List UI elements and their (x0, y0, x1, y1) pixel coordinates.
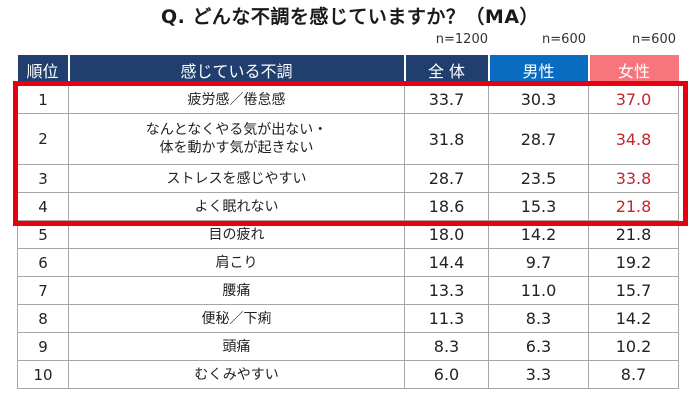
male-cell: 23.5 (488, 164, 589, 193)
female-cell: 21.8 (588, 220, 679, 249)
rank-cell: 10 (17, 360, 69, 389)
total-cell: 11.3 (404, 304, 489, 333)
male-cell: 11.0 (488, 276, 589, 305)
male-cell: 15.3 (488, 192, 589, 221)
symptom-cell: 頭痛 (68, 332, 405, 361)
total-cell: 33.7 (404, 85, 489, 114)
male-cell: 3.3 (488, 360, 589, 389)
symptom-cell: 腰痛 (68, 276, 405, 305)
total-cell: 28.7 (404, 164, 489, 193)
table-row: 7 腰痛 13.3 11.0 15.7 (17, 276, 679, 305)
results-table: 順位 感じている不調 全 体 男性 女性 1 疲労感／倦怠感 33.7 30.3… (17, 55, 679, 389)
rank-cell: 5 (17, 220, 69, 249)
table-row: 4 よく眠れない 18.6 15.3 21.8 (17, 192, 679, 221)
table-row: 9 頭痛 8.3 6.3 10.2 (17, 332, 679, 361)
symptom-cell: 疲労感／倦怠感 (68, 85, 405, 114)
female-cell: 21.8 (588, 192, 679, 221)
male-cell: 8.3 (488, 304, 589, 333)
table-row: 6 肩こり 14.4 9.7 19.2 (17, 248, 679, 277)
total-cell: 8.3 (404, 332, 489, 361)
n-male: n=600 (542, 32, 586, 47)
n-total: n=1200 (435, 32, 488, 47)
symptom-line-1: なんとなくやる気が出ない・ (145, 122, 328, 138)
total-cell: 31.8 (404, 113, 489, 165)
header-rank: 順位 (17, 55, 70, 86)
female-cell: 19.2 (588, 248, 679, 277)
rank-cell: 8 (17, 304, 69, 333)
header-male: 男性 (488, 55, 590, 86)
female-cell: 37.0 (588, 85, 679, 114)
male-cell: 6.3 (488, 332, 589, 361)
symptom-cell: 目の疲れ (68, 220, 405, 249)
female-cell: 14.2 (588, 304, 679, 333)
male-cell: 14.2 (488, 220, 589, 249)
symptom-cell: 便秘／下痢 (68, 304, 405, 333)
rank-cell: 3 (17, 164, 69, 193)
table-row: 8 便秘／下痢 11.3 8.3 14.2 (17, 304, 679, 333)
symptom-cell: なんとなくやる気が出ない・ 体を動かす気が起きない (68, 113, 405, 165)
total-cell: 13.3 (404, 276, 489, 305)
symptom-cell: よく眠れない (68, 192, 405, 221)
header-symptom: 感じている不調 (68, 55, 406, 86)
symptom-cell: ストレスを感じやすい (68, 164, 405, 193)
female-cell: 33.8 (588, 164, 679, 193)
male-cell: 9.7 (488, 248, 589, 277)
total-cell: 18.0 (404, 220, 489, 249)
table-row: 3 ストレスを感じやすい 28.7 23.5 33.8 (17, 164, 679, 193)
table-row: 10 むくみやすい 6.0 3.3 8.7 (17, 360, 679, 389)
male-cell: 30.3 (488, 85, 589, 114)
rank-cell: 7 (17, 276, 69, 305)
female-cell: 10.2 (588, 332, 679, 361)
symptom-cell: むくみやすい (68, 360, 405, 389)
female-cell: 8.7 (588, 360, 679, 389)
symptom-cell: 肩こり (68, 248, 405, 277)
table-row: 1 疲労感／倦怠感 33.7 30.3 37.0 (17, 85, 679, 114)
rank-cell: 6 (17, 248, 69, 277)
total-cell: 18.6 (404, 192, 489, 221)
n-female: n=600 (632, 32, 676, 47)
header-female: 女性 (588, 55, 679, 86)
table-row: 5 目の疲れ 18.0 14.2 21.8 (17, 220, 679, 249)
table-row: 2 なんとなくやる気が出ない・ 体を動かす気が起きない 31.8 28.7 34… (17, 113, 679, 165)
rank-cell: 9 (17, 332, 69, 361)
female-cell: 15.7 (588, 276, 679, 305)
question-title: Q. どんな不調を感じていますか？（MA） (160, 6, 540, 28)
total-cell: 6.0 (404, 360, 489, 389)
total-cell: 14.4 (404, 248, 489, 277)
rank-cell: 1 (17, 85, 69, 114)
header-total: 全 体 (404, 55, 490, 86)
rank-cell: 2 (17, 113, 69, 165)
male-cell: 28.7 (488, 113, 589, 165)
header-row: 順位 感じている不調 全 体 男性 女性 (17, 55, 679, 86)
symptom-line-2: 体を動かす気が起きない (159, 140, 314, 156)
female-cell: 34.8 (588, 113, 679, 165)
rank-cell: 4 (17, 192, 69, 221)
